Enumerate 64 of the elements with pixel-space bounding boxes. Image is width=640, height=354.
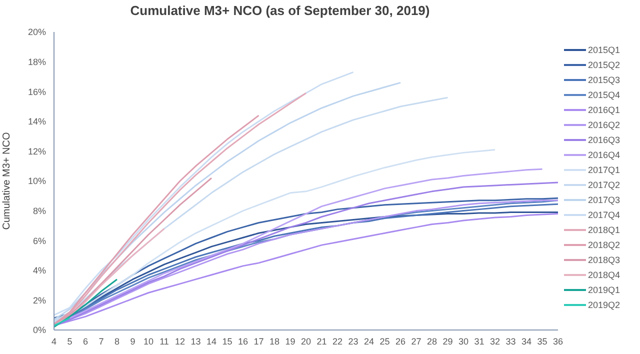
- legend-label: 2017Q2: [588, 180, 620, 190]
- x-tick-label: 17: [254, 336, 264, 346]
- legend-label: 2018Q4: [588, 270, 620, 280]
- x-tick-label: 29: [442, 336, 453, 346]
- x-tick-label: 4: [51, 336, 57, 346]
- legend-label: 2019Q2: [588, 300, 620, 310]
- x-tick-label: 31: [474, 336, 484, 346]
- x-tick-label: 33: [506, 336, 516, 346]
- x-tick-label: 19: [285, 336, 296, 346]
- y-tick-label: 20%: [28, 27, 46, 38]
- legend-label: 2015Q3: [588, 74, 620, 84]
- chart-title: Cumulative M3+ NCO (as of September 30, 2019): [129, 3, 431, 18]
- x-tick-label: 14: [206, 336, 217, 346]
- y-tick-label: 0%: [32, 325, 46, 336]
- x-tick-label: 6: [82, 336, 88, 346]
- x-tick-label: 27: [411, 336, 422, 346]
- legend-label: 2018Q1: [588, 224, 620, 234]
- x-tick-label: 22: [332, 336, 343, 346]
- legend-label: 2017Q4: [588, 210, 620, 220]
- legend-label: 2018Q2: [588, 240, 620, 250]
- x-tick-label: 35: [537, 336, 548, 346]
- legend-label: 2016Q2: [588, 120, 620, 130]
- legend-label: 2016Q1: [588, 104, 620, 114]
- x-tick-label: 20: [300, 336, 312, 346]
- y-tick-label: 16%: [28, 86, 46, 97]
- y-axis-title: Cumulative M3+ NCO: [2, 132, 13, 230]
- legend-label: 2018Q3: [588, 254, 620, 264]
- x-tick-label: 5: [67, 336, 72, 346]
- legend-label: 2017Q1: [588, 164, 620, 174]
- x-tick-label: 32: [490, 336, 500, 346]
- x-tick-label: 11: [160, 336, 169, 346]
- legend-label: 2019Q1: [588, 284, 620, 294]
- legend-label: 2015Q1: [588, 44, 620, 54]
- y-tick-label: 8%: [32, 206, 46, 216]
- x-tick-label: 28: [426, 336, 438, 346]
- y-tick-label: 2%: [32, 295, 46, 306]
- x-tick-label: 34: [521, 336, 532, 346]
- x-tick-label: 21: [316, 336, 327, 346]
- legend-label: 2015Q4: [588, 90, 620, 100]
- y-tick-label: 12%: [28, 146, 46, 156]
- x-tick-label: 30: [458, 336, 469, 346]
- x-tick-label: 12: [174, 336, 186, 346]
- y-tick-label: 18%: [28, 56, 46, 67]
- x-tick-label: 16: [238, 336, 248, 346]
- x-tick-label: 10: [143, 336, 154, 346]
- y-tick-label: 10%: [28, 176, 46, 186]
- x-tick-label: 9: [130, 336, 136, 346]
- x-tick-label: 13: [190, 336, 201, 346]
- legend-label: 2015Q2: [588, 60, 620, 70]
- y-tick-label: 6%: [32, 236, 46, 246]
- y-tick-label: 4%: [32, 266, 46, 276]
- x-tick-label: 18: [269, 336, 280, 346]
- legend-label: 2016Q3: [588, 134, 620, 144]
- x-tick-label: 7: [98, 336, 104, 346]
- legend-label: 2016Q4: [588, 150, 620, 160]
- x-tick-label: 36: [552, 336, 564, 346]
- x-tick-label: 26: [395, 336, 406, 346]
- y-tick-label: 14%: [28, 116, 46, 127]
- x-tick-label: 24: [364, 336, 374, 346]
- x-tick-label: 15: [222, 336, 232, 346]
- x-tick-label: 8: [114, 336, 120, 346]
- x-tick-label: 25: [380, 336, 390, 346]
- legend-label: 2017Q3: [588, 194, 620, 204]
- x-tick-label: 23: [348, 336, 358, 346]
